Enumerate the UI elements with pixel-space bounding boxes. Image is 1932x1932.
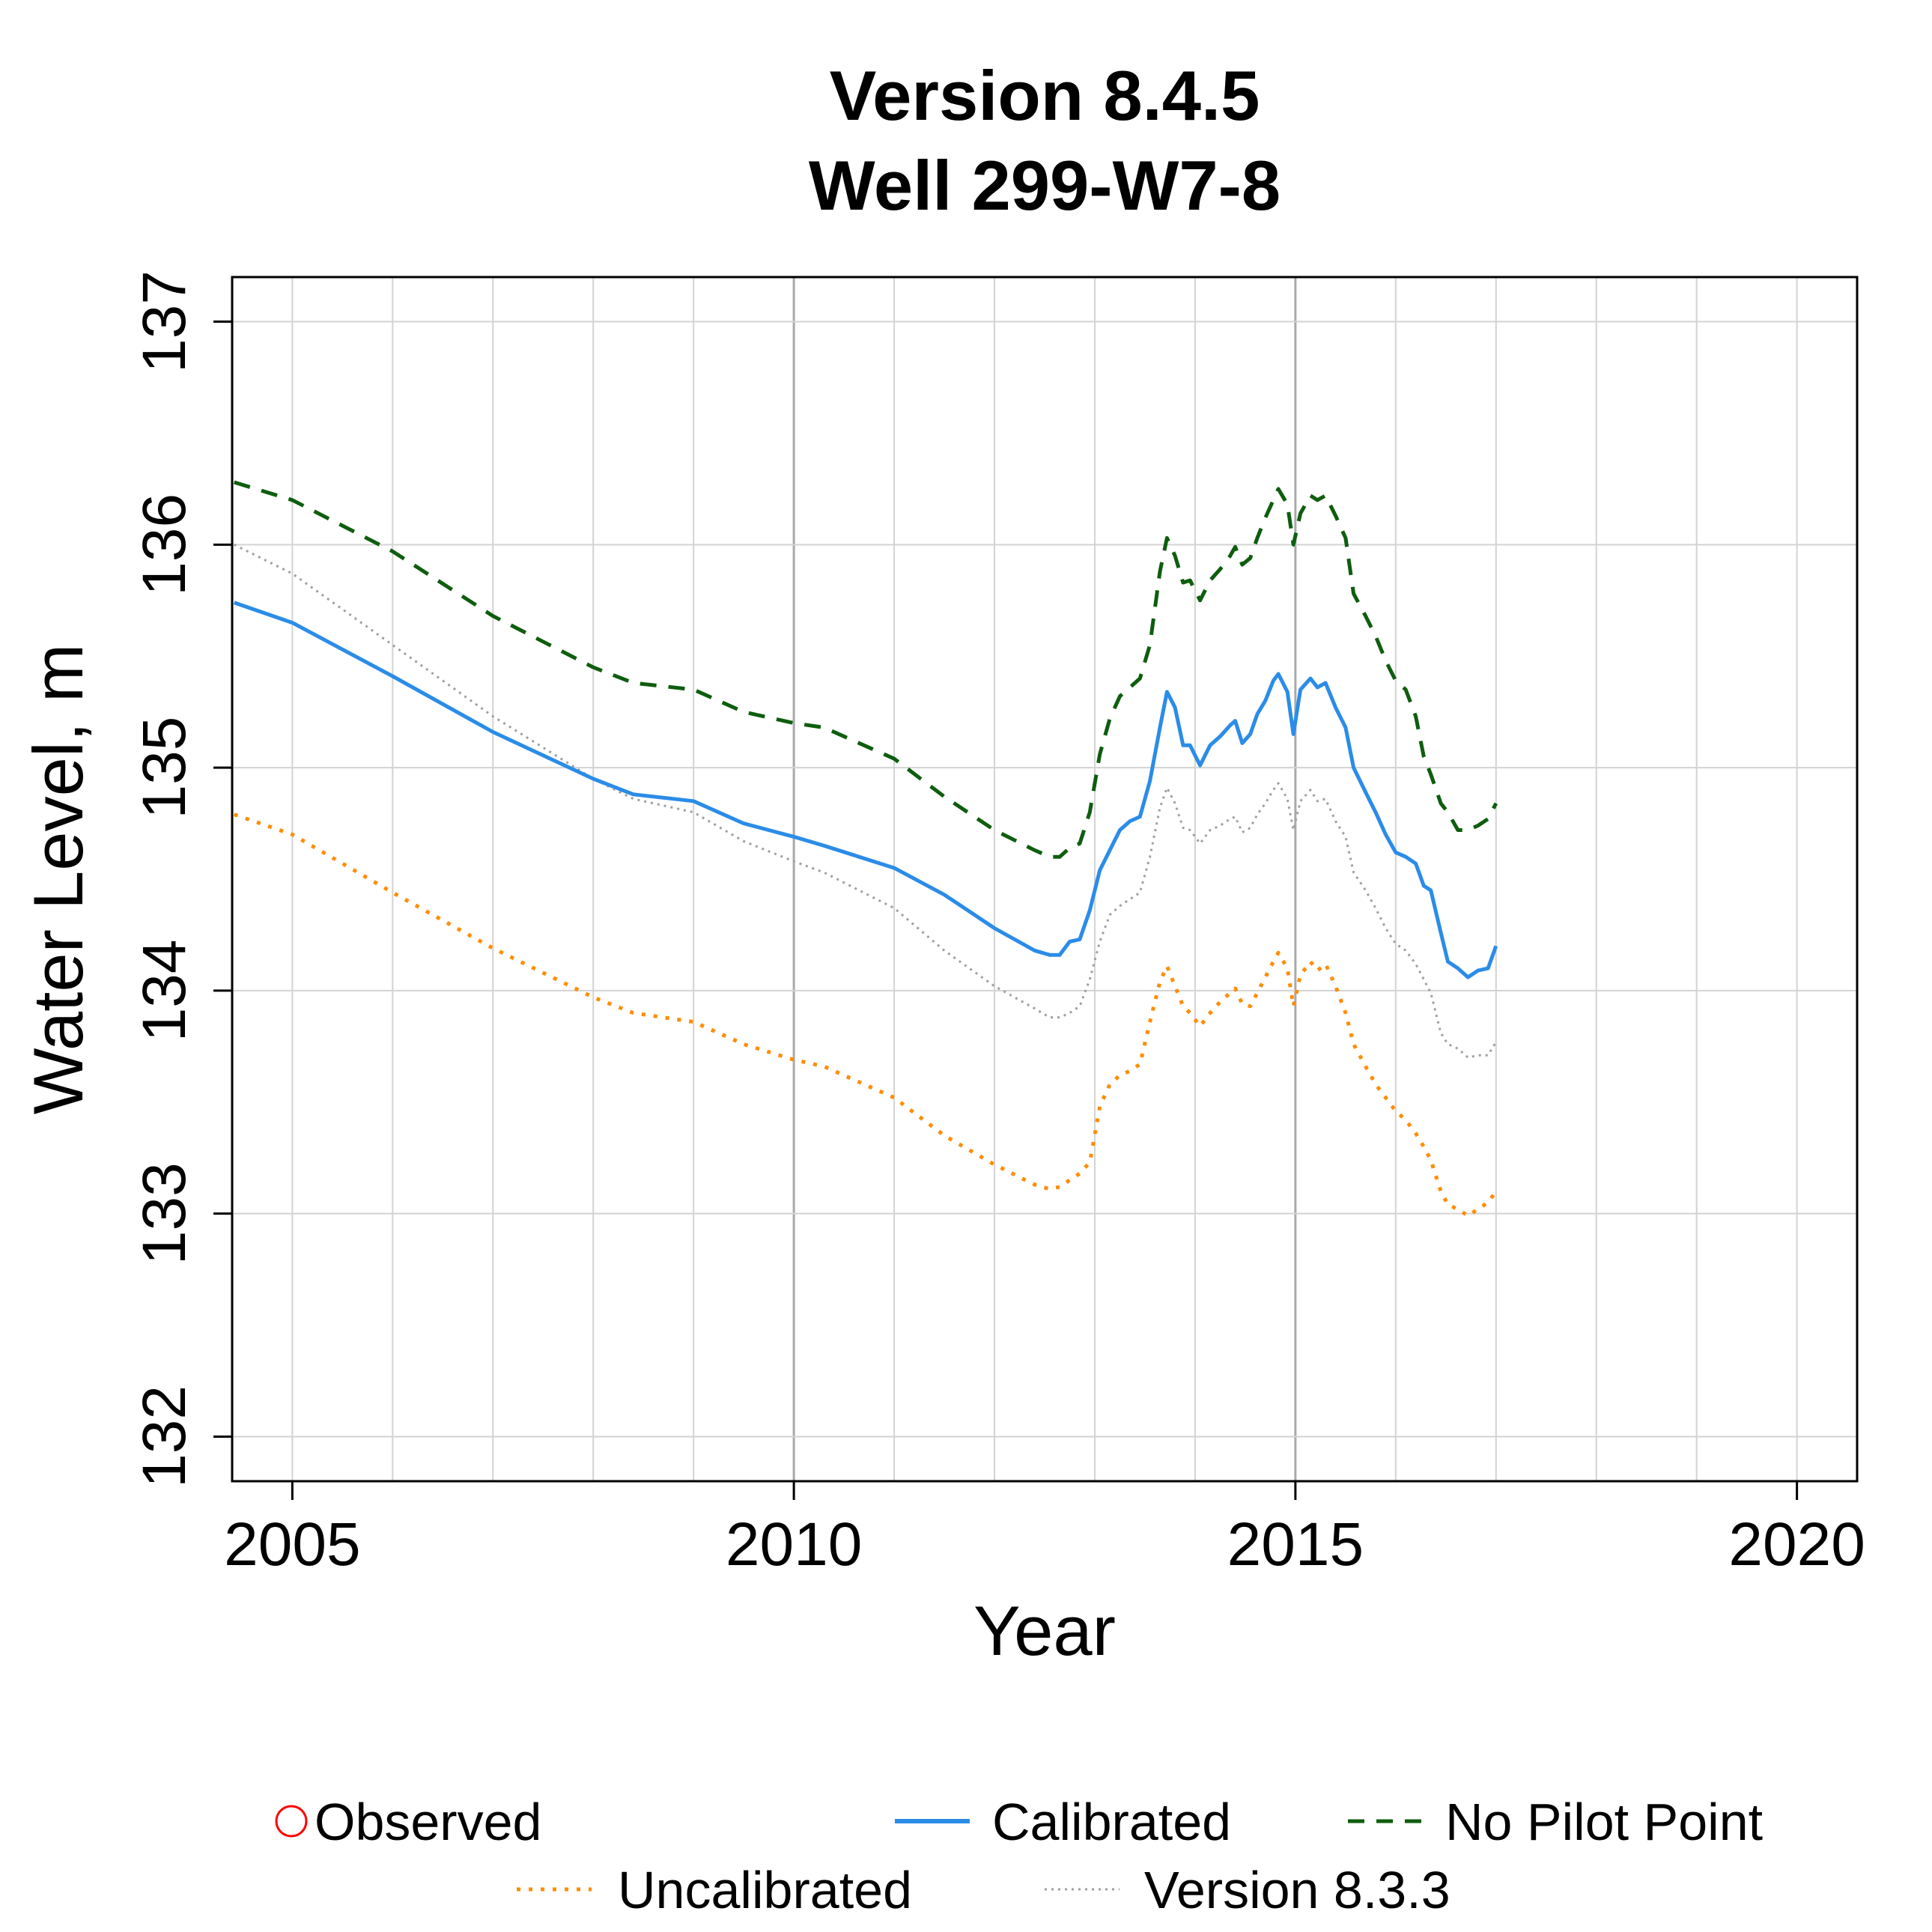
series-line-calibrated bbox=[233, 601, 1498, 979]
legend-observed-marker bbox=[275, 1805, 308, 1838]
y-tick-label: 135 bbox=[130, 717, 198, 819]
series-layer bbox=[233, 480, 1498, 1218]
legend-uncalibrated-label: Uncalibrated bbox=[618, 1861, 912, 1919]
legend-calibrated-label: Calibrated bbox=[992, 1793, 1231, 1851]
x-tick-label: 2010 bbox=[726, 1510, 862, 1579]
x-axis: 2005 2010 2015 2020 bbox=[224, 1480, 1865, 1579]
legend: Observed Calibrated No Pilot Point Uncal… bbox=[275, 1793, 1763, 1919]
y-tick-label: 134 bbox=[130, 939, 198, 1042]
x-tick-label: 2005 bbox=[224, 1510, 360, 1579]
y-tick-label: 132 bbox=[130, 1385, 198, 1488]
x-tick-label: 2015 bbox=[1227, 1510, 1364, 1579]
chart-subtitle: Well 299-W7-8 bbox=[809, 146, 1281, 225]
y-axis: 132 133 134 135 136 137 bbox=[130, 270, 234, 1488]
y-axis-title: Water Level, m bbox=[19, 644, 97, 1115]
y-tick-label: 133 bbox=[130, 1162, 198, 1265]
legend-version-833-label: Version 8.3.3 bbox=[1144, 1861, 1450, 1919]
legend-no-pilot-point-label: No Pilot Point bbox=[1445, 1793, 1763, 1851]
series-line-no-pilot-point bbox=[233, 480, 1498, 859]
series-line-version-833 bbox=[234, 543, 1498, 1059]
x-tick-label: 2020 bbox=[1728, 1510, 1865, 1579]
chart-title: Version 8.4.5 bbox=[830, 56, 1260, 135]
legend-observed-label: Observed bbox=[315, 1793, 541, 1851]
y-tick-label: 136 bbox=[130, 493, 198, 596]
grid-lines bbox=[232, 277, 1857, 1481]
x-axis-title: Year bbox=[973, 1591, 1116, 1670]
y-tick-label: 137 bbox=[130, 270, 198, 373]
